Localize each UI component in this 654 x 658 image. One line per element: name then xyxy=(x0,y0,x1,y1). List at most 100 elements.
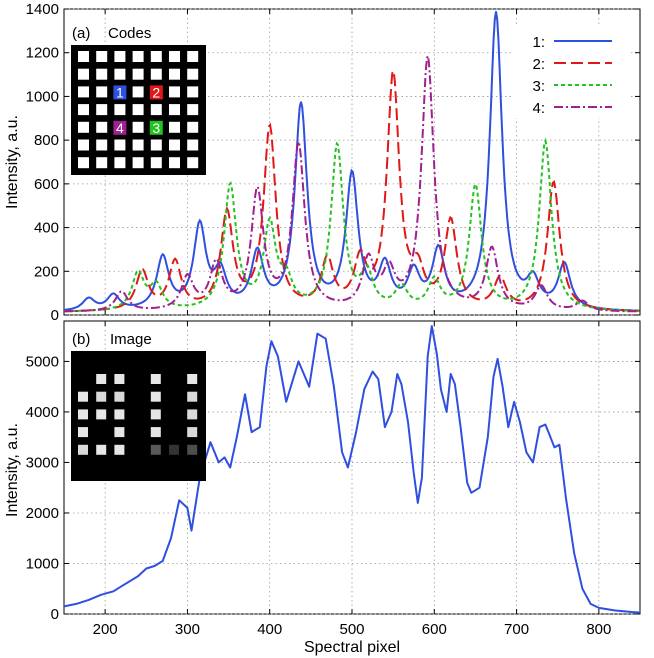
legend: 1: 2: 3: 4: xyxy=(512,26,630,118)
panel-a-codes: 0 200 400 600 800 1000 1200 1400 (a) Codes 1 2 4 3… xyxy=(4,1,641,324)
image-pixel xyxy=(78,409,88,420)
legend-label-2: 2: xyxy=(532,56,545,73)
code-pixel xyxy=(96,68,108,80)
code-pixel xyxy=(96,51,108,62)
image-pixel xyxy=(150,391,161,402)
image-pixel xyxy=(114,444,125,455)
panel-b-xtick-label: 400 xyxy=(257,621,282,638)
code-pixel xyxy=(187,104,199,116)
code-pixel xyxy=(78,139,89,151)
code-pixel xyxy=(132,139,144,151)
panel-b-ytick-label: 1000 xyxy=(26,555,59,572)
code-pixel xyxy=(78,86,89,98)
code-pixel xyxy=(132,68,144,80)
code-pixel xyxy=(114,68,126,80)
code-pixel xyxy=(150,68,162,80)
code-pixel xyxy=(150,139,162,151)
code-pixel xyxy=(187,86,199,98)
panel-a-ytick-label: 200 xyxy=(34,263,59,280)
code-pixel xyxy=(114,157,126,169)
panel-a-label: (a) xyxy=(72,25,90,42)
panel-a-ylabel: Intensity, a.u. xyxy=(4,115,21,209)
code-pixel xyxy=(78,68,89,80)
code-pixel xyxy=(169,104,180,116)
code-pixel xyxy=(169,139,180,151)
panel-a-ytick-label: 600 xyxy=(34,176,59,193)
code-pixel xyxy=(169,68,180,80)
image-pixel xyxy=(114,374,125,384)
code-pixel xyxy=(78,157,89,169)
code-pixel xyxy=(187,157,199,169)
panel-a-ytick-label: 1200 xyxy=(26,45,59,62)
image-pixel xyxy=(114,427,125,438)
code-pixel xyxy=(150,157,162,169)
panel-b-ytick-label: 4000 xyxy=(26,404,59,421)
code-pixel xyxy=(114,139,126,151)
code-pixel xyxy=(96,104,108,116)
legend-box xyxy=(512,26,630,118)
panel-b-xtick-label: 800 xyxy=(586,621,611,638)
panel-a-ticks: 0 200 400 600 800 1000 1200 1400 xyxy=(26,1,640,324)
code-pixel xyxy=(169,51,180,62)
image-pixel xyxy=(96,444,107,455)
code-pixel xyxy=(132,157,144,169)
image-pixel xyxy=(187,409,198,420)
code-pixel xyxy=(78,51,89,62)
image-spectrum-line xyxy=(64,325,640,614)
image-pixel xyxy=(96,409,107,420)
code-pixel xyxy=(187,139,199,151)
panel-b-series xyxy=(64,325,640,614)
code-pixel xyxy=(169,86,180,98)
image-pixel xyxy=(96,391,107,402)
legend-label-1: 1: xyxy=(532,34,545,51)
code-pixel xyxy=(132,104,144,116)
panel-b-ytick-label: 3000 xyxy=(26,454,59,471)
panel-a-ytick-label: 1000 xyxy=(26,88,59,105)
panel-a-ytick-label: 400 xyxy=(34,220,59,237)
code-pixel xyxy=(132,121,144,133)
panel-a-inset-title: Codes xyxy=(108,25,151,42)
panel-b-inset-title: Image xyxy=(110,331,152,348)
panel-b-ytick-label: 0 xyxy=(51,606,59,623)
image-pixel xyxy=(187,427,198,438)
code-pixel xyxy=(114,104,126,116)
code-pixel xyxy=(96,86,108,98)
code-pixel xyxy=(78,104,89,116)
image-pixel xyxy=(78,444,88,455)
image-pixel xyxy=(187,374,198,384)
image-pixel xyxy=(96,374,107,384)
code-marker-4: 4 xyxy=(116,120,124,136)
series-3-line xyxy=(64,137,640,313)
code-square-3 xyxy=(149,120,163,135)
legend-label-4: 4: xyxy=(532,100,545,117)
legend-label-3: 3: xyxy=(532,78,545,95)
image-pixel xyxy=(78,427,88,438)
code-pixel xyxy=(169,157,180,169)
panel-b-ylabel: Intensity, a.u. xyxy=(4,423,21,517)
code-marker-2: 2 xyxy=(152,84,160,100)
image-pixel xyxy=(150,409,161,420)
code-pixel xyxy=(78,121,89,133)
image-pixel xyxy=(150,427,161,438)
image-pixel xyxy=(150,444,161,455)
panel-a-ytick-label: 800 xyxy=(34,132,59,149)
panel-b-ytick-label: 5000 xyxy=(26,353,59,370)
code-pixel xyxy=(96,121,108,133)
code-pixel xyxy=(132,51,144,62)
panel-b-image: 200 300 400 500 600 700 800 0 1000 2000 3000 4000 50… xyxy=(4,320,641,638)
code-pixel xyxy=(187,51,199,62)
image-pixel xyxy=(169,444,179,455)
code-pixel xyxy=(132,86,144,98)
code-square-4 xyxy=(113,120,127,135)
codes-inset: 1 2 4 3 xyxy=(71,45,206,175)
panel-b-xtick-label: 600 xyxy=(422,621,447,638)
panel-b-ticks: 200 300 400 500 600 700 800 0 1000 2000 3000 4000 50… xyxy=(26,321,640,638)
code-pixel xyxy=(150,104,162,116)
image-inset-background xyxy=(71,351,206,481)
x-axis-label: Spectral pixel xyxy=(304,639,400,656)
image-pixel xyxy=(114,391,125,402)
panel-a-ytick-label: 0 xyxy=(51,307,59,324)
code-square-1 xyxy=(113,85,127,100)
panel-b-xtick-label: 700 xyxy=(504,621,529,638)
